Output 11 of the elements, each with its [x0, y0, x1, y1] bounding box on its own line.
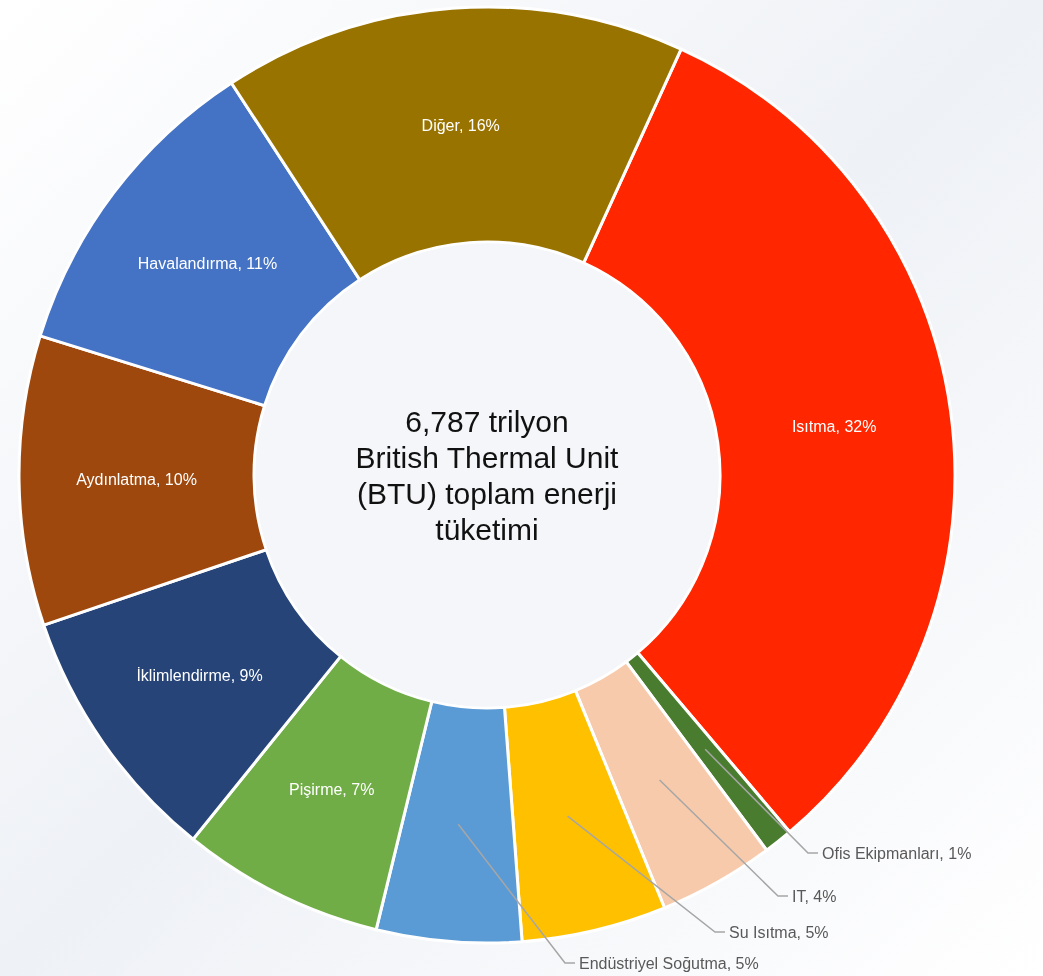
slice-label: Su Isıtma, 5%	[729, 923, 829, 941]
text: 6,787 trilyon British Thermal Unit (BTU) toplam enerji tüketimi	[355, 404, 620, 546]
slice-label: IT, 4%	[792, 887, 837, 905]
slice-label: Aydınlatma, 10%	[76, 470, 197, 488]
slice-label: Ofis Ekipmanları, 1%	[822, 844, 972, 862]
slice-label: Endüstriyel Soğutma, 5%	[579, 954, 759, 972]
slice-label: Pişirme, 7%	[289, 780, 375, 798]
slice-label: Isıtma, 32%	[791, 418, 877, 436]
slice-label: Diğer, 16%	[421, 116, 500, 134]
slice-label: İklimlendirme, 9%	[136, 666, 263, 685]
slice-label: Havalandırma, 11%	[137, 255, 278, 273]
